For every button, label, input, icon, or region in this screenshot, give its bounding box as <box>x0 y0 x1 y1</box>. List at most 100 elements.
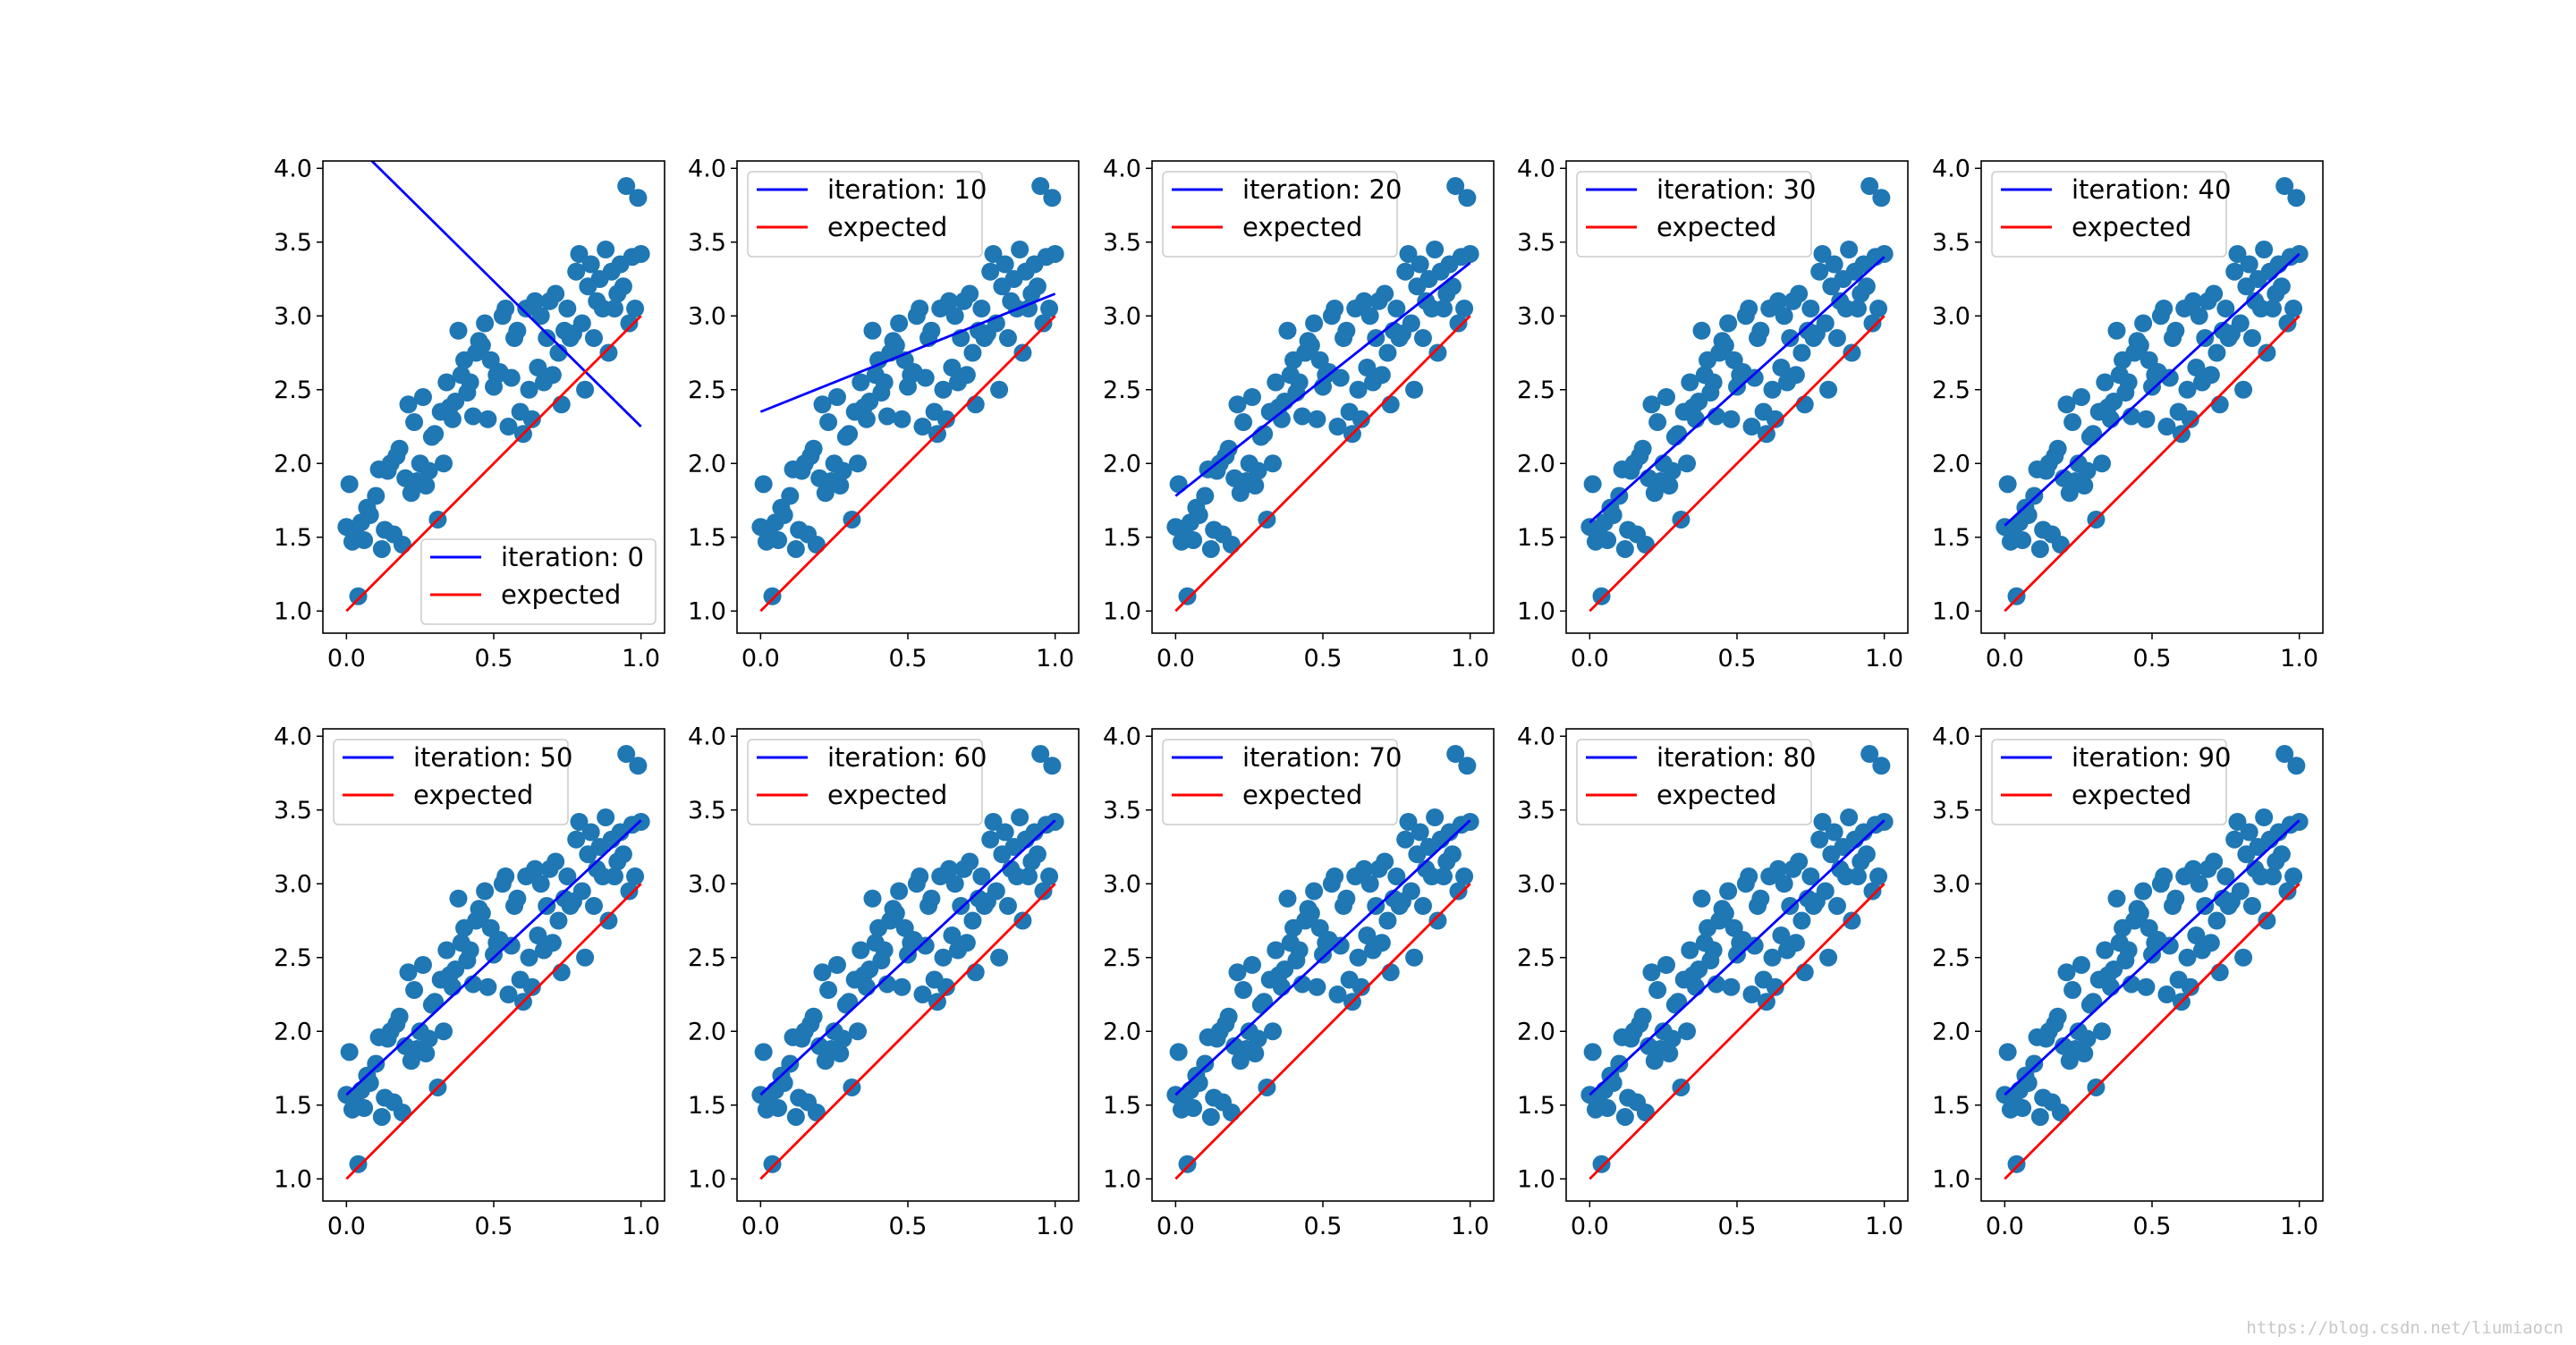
legend-box <box>1576 739 1812 825</box>
legend: iteration: 60 expected <box>747 739 987 825</box>
subplot-7: 0.0 0.5 1.0 1.0 1.5 2.0 2.5 3.0 3.5 4.0 iteration:… <box>1103 723 1495 1240</box>
legend: iteration: 20 expected <box>1162 171 1402 258</box>
data-point <box>567 830 586 849</box>
y-tick-label: 3.0 <box>1517 302 1555 330</box>
y-tick-label: 1.5 <box>1103 1092 1141 1120</box>
data-point <box>1615 1107 1634 1126</box>
data-point <box>2242 329 2261 347</box>
data-point <box>405 981 424 1000</box>
data-point <box>1331 368 1350 387</box>
legend-fit-label: iteration: 60 <box>827 742 987 773</box>
data-point <box>1255 993 1274 1011</box>
data-point <box>1028 277 1046 296</box>
y-tick-label: 2.0 <box>1517 450 1555 478</box>
data-point <box>1766 410 1784 428</box>
data-point <box>1648 981 1667 1000</box>
y-tick-label: 3.0 <box>274 870 312 898</box>
data-point <box>552 395 571 414</box>
data-point <box>1011 241 1030 258</box>
data-point <box>849 454 868 473</box>
data-point <box>1402 882 1420 901</box>
data-point <box>522 977 541 996</box>
fit-line <box>2004 819 2301 1096</box>
data-point <box>1813 812 1832 831</box>
y-tick-label: 2.0 <box>1517 1018 1555 1045</box>
data-point <box>1358 359 1377 376</box>
y-tick-label: 2.5 <box>274 944 312 972</box>
data-point <box>998 897 1017 915</box>
expected-line <box>2004 883 2301 1180</box>
data-point <box>2160 936 2179 955</box>
data-point <box>966 395 985 414</box>
data-point <box>857 410 876 428</box>
data-point <box>1766 977 1784 996</box>
data-point <box>449 321 468 340</box>
data-point <box>875 373 894 392</box>
data-point <box>2096 373 2114 392</box>
data-point <box>1598 1099 1617 1118</box>
data-point <box>1201 539 1220 558</box>
data-point <box>543 934 562 952</box>
data-point <box>372 1107 391 1126</box>
y-tick-label: 2.0 <box>1103 450 1141 478</box>
x-tick-label: 0.5 <box>1304 1213 1343 1240</box>
data-point <box>1355 292 1374 310</box>
data-point <box>916 368 935 387</box>
data-point <box>786 1107 805 1126</box>
legend: iteration: 50 expected <box>333 739 572 825</box>
data-point <box>1633 439 1652 458</box>
data-point <box>1740 867 1758 885</box>
data-point <box>1031 177 1050 196</box>
data-point <box>1636 1104 1655 1121</box>
data-point <box>2075 477 2094 495</box>
data-point <box>461 373 479 392</box>
fit-line <box>759 292 1056 413</box>
data-point <box>538 329 556 347</box>
data-point <box>522 410 541 428</box>
legend-fit-label: iteration: 80 <box>1657 742 1816 773</box>
data-point <box>1792 343 1811 362</box>
data-point <box>2187 926 2206 944</box>
legend-box <box>333 739 569 825</box>
data-point <box>529 926 547 944</box>
data-point <box>1781 897 1800 915</box>
data-point <box>606 867 624 885</box>
y-tick-label: 1.5 <box>1932 524 1970 552</box>
data-point <box>340 1043 359 1062</box>
data-point <box>1843 343 1861 362</box>
y-tick-label: 2.0 <box>1932 450 1970 478</box>
data-point <box>1413 329 1432 347</box>
data-point <box>1046 244 1064 263</box>
data-point <box>1657 956 1675 974</box>
x-tick-label: 1.0 <box>1036 1213 1074 1240</box>
data-point <box>2057 395 2076 414</box>
data-point <box>2155 867 2174 885</box>
data-point <box>849 1022 868 1041</box>
data-point <box>775 506 793 524</box>
data-point <box>943 359 962 376</box>
data-point <box>1031 745 1050 764</box>
data-point <box>1786 366 1805 385</box>
data-point <box>1405 380 1424 399</box>
data-point <box>2119 373 2138 392</box>
data-point <box>1860 745 1879 764</box>
data-point <box>1178 1155 1197 1173</box>
data-point <box>349 1155 368 1173</box>
data-point <box>2210 395 2229 414</box>
data-point <box>367 1054 386 1073</box>
data-point <box>1660 1045 1679 1062</box>
legend: iteration: 10 expected <box>747 171 987 258</box>
fit-line <box>759 819 1056 1096</box>
data-point <box>1402 314 1420 333</box>
data-point <box>1352 410 1370 428</box>
data-point <box>2101 977 2120 996</box>
data-point <box>804 1007 823 1026</box>
data-point <box>2216 867 2235 885</box>
data-point <box>2207 343 2226 362</box>
data-point <box>1360 307 1379 326</box>
data-point <box>981 262 1000 281</box>
data-point <box>934 380 953 399</box>
legend-expected-label: expected <box>1657 212 1776 242</box>
subplot-6: 0.0 0.5 1.0 1.0 1.5 2.0 2.5 3.0 3.5 4.0 iteration:… <box>688 723 1080 1240</box>
